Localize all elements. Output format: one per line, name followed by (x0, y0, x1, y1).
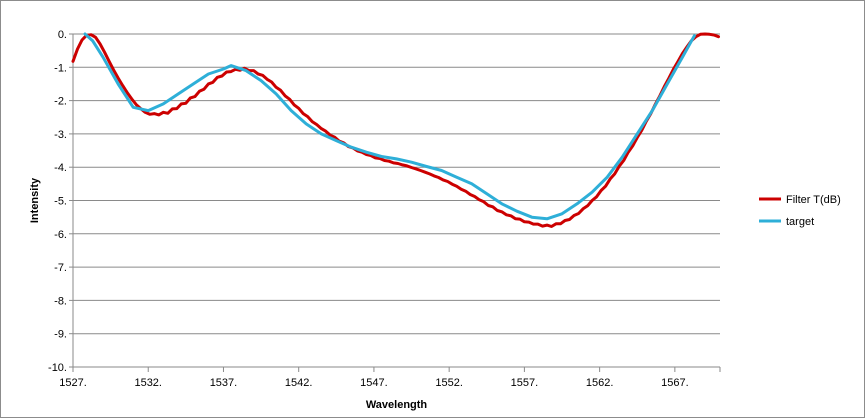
y-tick-label: -3. (54, 129, 67, 141)
series-line-target (83, 32, 696, 221)
y-tick-label: -10. (48, 362, 67, 374)
y-tick-label: -1. (54, 62, 67, 74)
x-tick-label: 1527. (59, 377, 87, 389)
x-tick-label: 1562. (586, 377, 614, 389)
y-tick-label: -8. (54, 295, 67, 307)
y-tick-label: -6. (54, 229, 67, 241)
y-axis-title: Intensity (29, 177, 41, 223)
legend-label-target: target (786, 216, 814, 228)
x-tick-label: 1532. (134, 377, 162, 389)
y-tick-label: -2. (54, 96, 67, 108)
legend-label-filter-t-db: Filter T(dB) (786, 194, 841, 206)
gridlines (73, 33, 720, 368)
x-tick-label: 1542. (285, 377, 313, 389)
x-axis-title: Wavelength (366, 399, 428, 411)
y-tick-label: -4. (54, 162, 67, 174)
x-tick-label: 1552. (435, 377, 463, 389)
series-line-filter-t-db (71, 32, 720, 228)
x-tick-label: 1547. (360, 377, 388, 389)
y-tick-label: -5. (54, 196, 67, 208)
legend: Filter T(dB) target (759, 194, 841, 228)
x-tick-label: 1557. (511, 377, 539, 389)
x-tick-label: 1537. (210, 377, 238, 389)
tick-labels: 0. -1. -2. -3. -4. -5. -6. -7. -8. -9. -10. 1527. 15… (48, 29, 689, 389)
y-tick-label: -9. (54, 329, 67, 341)
axes (69, 33, 721, 372)
y-tick-label: 0. (58, 29, 67, 41)
y-tick-label: -7. (54, 262, 67, 274)
x-tick-label: 1567. (661, 377, 689, 389)
series-lines (71, 32, 720, 228)
